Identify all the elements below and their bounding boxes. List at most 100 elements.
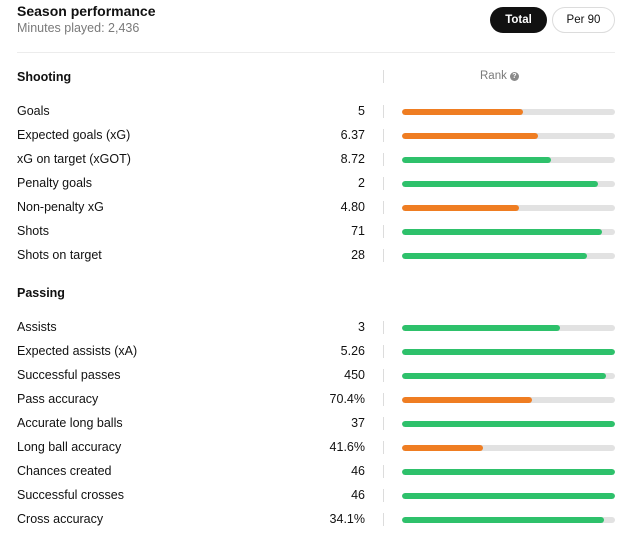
column-divider bbox=[383, 153, 384, 166]
rank-bar-fill bbox=[402, 157, 551, 163]
rank-bar-track bbox=[402, 253, 615, 259]
column-divider bbox=[383, 417, 384, 430]
rank-header: Rank ? bbox=[480, 70, 519, 82]
stat-value: 37 bbox=[351, 416, 365, 430]
stat-row: Expected goals (xG) 6.37 bbox=[0, 124, 626, 148]
rank-bar-track bbox=[402, 421, 615, 427]
column-divider bbox=[383, 249, 384, 262]
rank-bar-fill bbox=[402, 181, 598, 187]
rank-bar-fill bbox=[402, 517, 604, 523]
help-icon[interactable]: ? bbox=[509, 71, 519, 81]
column-divider bbox=[383, 465, 384, 478]
stat-row: Assists 3 bbox=[0, 316, 626, 340]
column-divider bbox=[383, 489, 384, 502]
stat-label: xG on target (xGOT) bbox=[17, 152, 131, 166]
rank-bar-fill bbox=[402, 133, 538, 139]
column-divider bbox=[383, 70, 384, 83]
rank-bar-fill bbox=[402, 205, 519, 211]
rank-bar-fill bbox=[402, 229, 602, 235]
stat-row: Long ball accuracy 41.6% bbox=[0, 436, 626, 460]
page-title: Season performance bbox=[17, 3, 156, 19]
stat-label: Expected assists (xA) bbox=[17, 344, 138, 358]
column-divider bbox=[383, 369, 384, 382]
stat-label: Shots on target bbox=[17, 248, 102, 262]
rank-bar-fill bbox=[402, 325, 560, 331]
minutes-played: Minutes played: 2,436 bbox=[17, 21, 140, 35]
column-divider bbox=[383, 201, 384, 214]
stat-value: 450 bbox=[344, 368, 365, 382]
stat-row: Successful passes 450 bbox=[0, 364, 626, 388]
stat-label: Long ball accuracy bbox=[17, 440, 122, 454]
stat-row: Non-penalty xG 4.80 bbox=[0, 196, 626, 220]
rank-bar-track bbox=[402, 157, 615, 163]
stat-value: 41.6% bbox=[329, 440, 365, 454]
stat-value: 70.4% bbox=[329, 392, 365, 406]
toggle-per90-button[interactable]: Per 90 bbox=[552, 7, 615, 33]
stat-label: Penalty goals bbox=[17, 176, 93, 190]
stat-label: Pass accuracy bbox=[17, 392, 99, 406]
stat-value: 46 bbox=[351, 488, 365, 502]
stat-row: Cross accuracy 34.1% bbox=[0, 508, 626, 532]
rank-bar-fill bbox=[402, 469, 615, 475]
stat-row: xG on target (xGOT) 8.72 bbox=[0, 148, 626, 172]
stat-label: Successful passes bbox=[17, 368, 121, 382]
stat-label: Chances created bbox=[17, 464, 112, 478]
stat-label: Cross accuracy bbox=[17, 512, 104, 526]
stat-value: 6.37 bbox=[340, 128, 365, 142]
rank-bar-track bbox=[402, 205, 615, 211]
column-divider bbox=[383, 393, 384, 406]
column-divider bbox=[383, 225, 384, 238]
stat-label: Goals bbox=[17, 104, 50, 118]
rank-bar-fill bbox=[402, 253, 587, 259]
rank-bar-fill bbox=[402, 445, 483, 451]
section-title-passing: Passing bbox=[17, 286, 65, 300]
rank-bar-fill bbox=[402, 109, 523, 115]
stat-row: Expected assists (xA) 5.26 bbox=[0, 340, 626, 364]
rank-bar-track bbox=[402, 181, 615, 187]
stat-value: 28 bbox=[351, 248, 365, 262]
column-divider bbox=[383, 177, 384, 190]
stat-row: Successful crosses 46 bbox=[0, 484, 626, 508]
toggle-total-button[interactable]: Total bbox=[490, 7, 547, 33]
rank-bar-track bbox=[402, 373, 615, 379]
stat-value: 8.72 bbox=[340, 152, 365, 166]
stat-row: Accurate long balls 37 bbox=[0, 412, 626, 436]
rank-bar-fill bbox=[402, 373, 606, 379]
stat-row: Shots on target 28 bbox=[0, 244, 626, 268]
stat-row: Goals 5 bbox=[0, 100, 626, 124]
stat-value: 2 bbox=[358, 176, 365, 190]
rank-bar-track bbox=[402, 349, 615, 355]
season-performance-header: Season performance Minutes played: 2,436… bbox=[0, 0, 626, 54]
column-divider bbox=[383, 105, 384, 118]
stat-value: 71 bbox=[351, 224, 365, 238]
rank-bar-track bbox=[402, 325, 615, 331]
stat-label: Non-penalty xG bbox=[17, 200, 104, 214]
rank-bar-track bbox=[402, 133, 615, 139]
column-divider bbox=[383, 129, 384, 142]
stat-label: Assists bbox=[17, 320, 57, 334]
rank-bar-fill bbox=[402, 421, 615, 427]
stat-label: Shots bbox=[17, 224, 49, 238]
stat-label: Accurate long balls bbox=[17, 416, 123, 430]
stat-value: 46 bbox=[351, 464, 365, 478]
stat-row: Pass accuracy 70.4% bbox=[0, 388, 626, 412]
stat-label: Expected goals (xG) bbox=[17, 128, 131, 142]
column-divider bbox=[383, 441, 384, 454]
stat-row: Shots 71 bbox=[0, 220, 626, 244]
stat-value: 5.26 bbox=[340, 344, 365, 358]
column-divider bbox=[383, 321, 384, 334]
rank-bar-track bbox=[402, 493, 615, 499]
column-divider bbox=[383, 513, 384, 526]
stat-value: 5 bbox=[358, 104, 365, 118]
stat-value: 4.80 bbox=[340, 200, 365, 214]
header-divider bbox=[17, 52, 615, 53]
section-title-shooting: Shooting bbox=[17, 70, 72, 84]
rank-bar-fill bbox=[402, 493, 615, 499]
rank-bar-fill bbox=[402, 349, 615, 355]
rank-label: Rank bbox=[480, 70, 507, 82]
stat-label: Successful crosses bbox=[17, 488, 124, 502]
rank-bar-track bbox=[402, 517, 615, 523]
rank-bar-track bbox=[402, 469, 615, 475]
rank-bar-fill bbox=[402, 397, 532, 403]
stat-value: 3 bbox=[358, 320, 365, 334]
